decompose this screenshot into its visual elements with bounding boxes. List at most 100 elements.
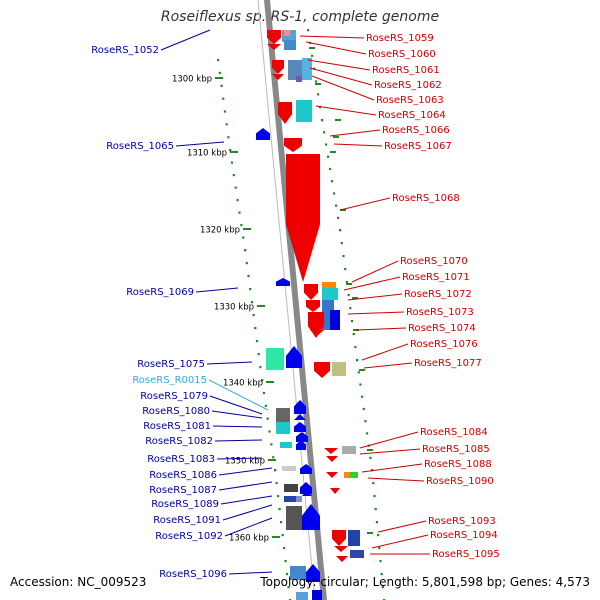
label-connector	[359, 448, 421, 455]
gene-label[interactable]: RoseRS_1062	[374, 80, 442, 91]
gene-label[interactable]: RoseRS_R0015	[132, 375, 207, 386]
ruler-dot	[369, 456, 372, 459]
ruler-dot	[366, 432, 369, 435]
gene-label[interactable]: RoseRS_1095	[432, 549, 500, 560]
gene-label[interactable]: RoseRS_1068	[392, 193, 460, 204]
label-connector	[195, 287, 239, 293]
forward-gene-arrow	[314, 362, 330, 378]
gene-label[interactable]: RoseRS_1073	[406, 307, 474, 318]
gene-block	[276, 408, 290, 422]
gene-label[interactable]: RoseRS_1089	[151, 499, 219, 510]
ruler-dot	[247, 275, 250, 278]
forward-gene-arrow	[326, 472, 338, 478]
gene-label[interactable]: RoseRS_1088	[424, 459, 492, 470]
gene-label[interactable]: RoseRS_1067	[384, 141, 452, 152]
gene-label[interactable]: RoseRS_1063	[376, 95, 444, 106]
label-connector	[339, 197, 391, 211]
ruler-dot	[232, 174, 235, 177]
gene-label[interactable]: RoseRS_1075	[137, 359, 205, 370]
ruler-dot	[321, 119, 324, 122]
gene-labels[interactable]: RoseRS_1052 RoseRS_1065 RoseRS_1069 RoseRS_…	[91, 33, 499, 580]
gene-label[interactable]: RoseRS_1091	[153, 515, 221, 526]
label-connector	[206, 361, 253, 365]
gene-label[interactable]: RoseRS_1060	[368, 49, 436, 60]
gene-label[interactable]: RoseRS_1082	[145, 436, 213, 447]
gene-label[interactable]: RoseRS_1077	[414, 358, 482, 369]
forward-gene-arrow	[278, 102, 292, 124]
gene-label[interactable]: RoseRS_1080	[142, 406, 210, 417]
gene-label[interactable]: RoseRS_1069	[126, 287, 194, 298]
gene-label[interactable]: RoseRS_1096	[159, 569, 227, 580]
gene-label[interactable]: RoseRS_1087	[149, 485, 217, 496]
ruler-label: 1300 kbp	[172, 75, 212, 85]
label-connector	[343, 276, 401, 291]
gene-label[interactable]: RoseRS_1081	[143, 421, 211, 432]
gene-label[interactable]: RoseRS_1076	[410, 339, 478, 350]
label-connector	[347, 293, 403, 301]
ruler-label: 1330 kbp	[214, 303, 254, 313]
ruler-dot	[333, 192, 336, 195]
gene-label[interactable]: RoseRS_1064	[378, 110, 446, 121]
backbone-edge	[257, 0, 316, 600]
ruler-dot	[280, 521, 283, 524]
gene-block	[286, 506, 302, 530]
reverse-gene-arrow	[286, 346, 302, 368]
ruler-dot	[307, 29, 310, 32]
gene-label[interactable]: RoseRS_1084	[420, 427, 488, 438]
gene-label[interactable]: RoseRS_1083	[147, 454, 215, 465]
reverse-gene-arrow	[300, 482, 312, 494]
ruler-dot	[272, 456, 275, 459]
gene-label[interactable]: RoseRS_1072	[404, 289, 472, 300]
ruler-dot	[347, 294, 350, 297]
gene-block	[284, 30, 290, 36]
label-connector	[218, 467, 273, 476]
gene-label[interactable]: RoseRS_1074	[408, 323, 476, 334]
ruler-dot	[261, 379, 264, 382]
gene-block	[344, 472, 352, 478]
gene-label[interactable]: RoseRS_1092	[155, 531, 223, 542]
gene-block	[290, 566, 306, 580]
ruler-dot	[371, 469, 374, 472]
label-connector	[220, 495, 273, 505]
ruler-dot	[270, 443, 273, 446]
label-connector	[347, 311, 405, 315]
gene-block	[296, 496, 302, 502]
forward-gene-arrow	[272, 74, 284, 80]
gene-label[interactable]: RoseRS_1059	[366, 33, 434, 44]
reverse-gene-arrow	[302, 504, 320, 530]
gene-label[interactable]: RoseRS_1065	[106, 141, 174, 152]
outer-ruler-dots	[307, 29, 386, 600]
ruler-dot	[240, 224, 243, 227]
forward-gene-arrow	[284, 138, 302, 152]
gene-label[interactable]: RoseRS_1061	[372, 65, 440, 76]
gene-label[interactable]: RoseRS_1079	[140, 391, 208, 402]
ruler-dot	[323, 131, 326, 134]
ruler-dot	[339, 229, 342, 232]
ruler-dot	[331, 180, 334, 183]
gene-label[interactable]: RoseRS_1070	[400, 256, 468, 267]
gene-label[interactable]: RoseRS_1085	[422, 444, 490, 455]
ruler-dot	[319, 106, 322, 109]
ruler-dot	[361, 395, 364, 398]
ruler-dot	[234, 186, 237, 189]
gene-label[interactable]: RoseRS_1094	[430, 530, 498, 541]
reverse-gene-arrow	[294, 414, 306, 420]
gene-label[interactable]: RoseRS_1093	[428, 516, 496, 527]
ruler-dot	[375, 521, 378, 524]
ruler-label: 1340 kbp	[223, 379, 263, 389]
gene-block	[284, 40, 296, 50]
ruler-dot	[250, 301, 253, 304]
gene-label[interactable]: RoseRS_1086	[149, 470, 217, 481]
gene-label[interactable]: RoseRS_1052	[91, 45, 159, 56]
ruler-dot	[254, 327, 257, 330]
ruler-label: 1310 kbp	[187, 149, 227, 159]
gene-block	[296, 76, 302, 82]
gene-label[interactable]: RoseRS_1090	[426, 476, 494, 487]
gene-label[interactable]: RoseRS_1071	[402, 272, 470, 283]
gene-label[interactable]: RoseRS_1066	[382, 125, 450, 136]
ruler-dot	[311, 54, 314, 57]
ruler-dot	[315, 80, 318, 83]
ruler-dot	[242, 236, 245, 239]
accession-text: Accession: NC_009523	[10, 575, 147, 589]
